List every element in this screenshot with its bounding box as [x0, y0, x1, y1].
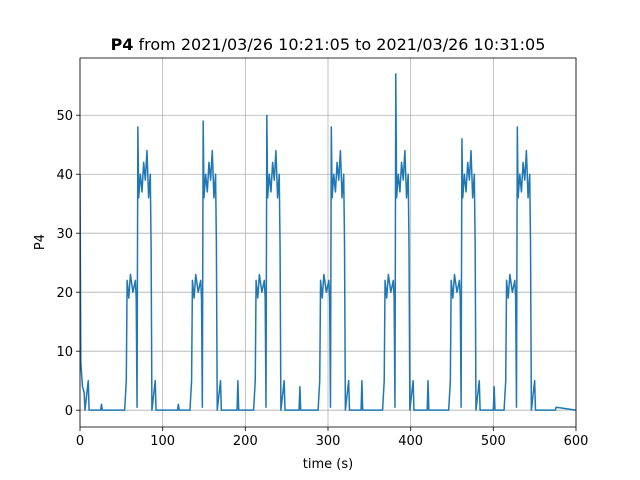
chart-title: P4 from 2021/03/26 10:21:05 to 2021/03/2… — [111, 35, 546, 54]
x-tick-label: 600 — [564, 434, 589, 449]
x-axis-label: time (s) — [303, 457, 353, 472]
y-tick-label: 0 — [65, 404, 73, 419]
y-tick-label: 30 — [56, 227, 73, 242]
y-axis-label: P4 — [33, 234, 48, 250]
x-tick-label: 300 — [316, 434, 341, 449]
x-tick-label: 0 — [76, 434, 84, 449]
x-tick-label: 100 — [150, 434, 175, 449]
x-tick-label: 200 — [233, 434, 258, 449]
y-tick-label: 50 — [56, 109, 73, 124]
y-tick-label: 10 — [56, 345, 73, 360]
plot-frame — [79, 57, 577, 428]
data-line — [80, 73, 576, 411]
y-tick-label: 40 — [56, 168, 73, 183]
x-tick-label: 400 — [398, 434, 423, 449]
y-tick-label: 20 — [56, 286, 73, 301]
title-name: P4 — [111, 35, 134, 54]
x-tick-label: 500 — [481, 434, 506, 449]
title-text: from 2021/03/26 10:21:05 to 2021/03/26 1… — [139, 35, 546, 54]
